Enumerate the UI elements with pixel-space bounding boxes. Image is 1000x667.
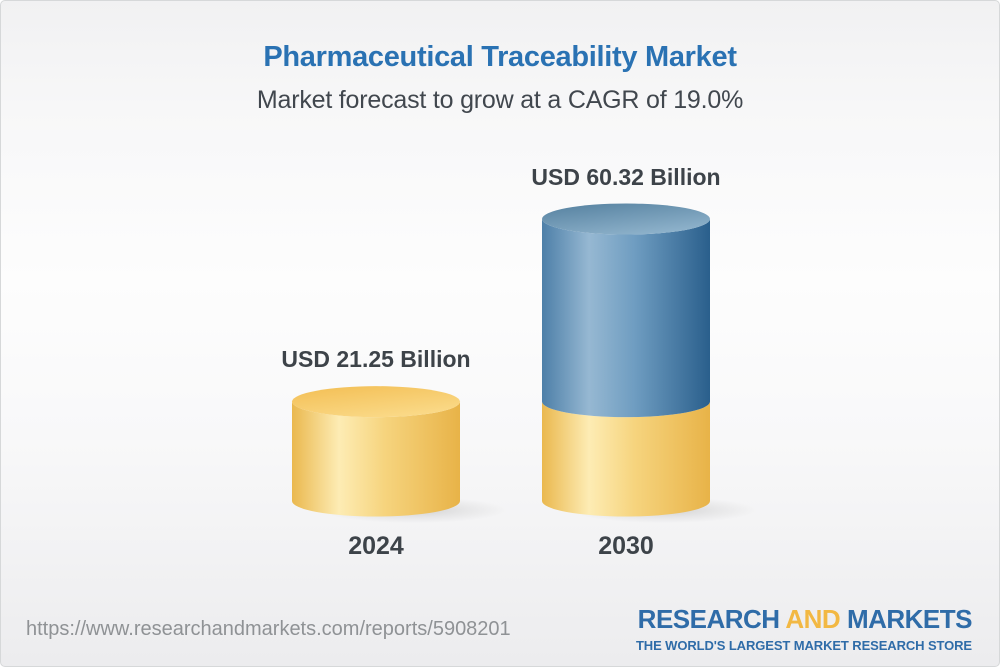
logo-word-and: AND: [785, 604, 841, 634]
cylinder-2030-top: [542, 203, 710, 235]
report-url[interactable]: https://www.researchandmarkets.com/repor…: [26, 618, 511, 640]
cylinder-2024-top: [292, 386, 460, 418]
category-label-2024: 2024: [348, 532, 404, 560]
value-label-2024: USD 21.25 Billion: [281, 346, 471, 373]
logo-word-markets: MARKETS: [846, 604, 973, 634]
logo-tagline: THE WORLD'S LARGEST MARKET RESEARCH STOR…: [635, 638, 972, 653]
page-title: Pharmaceutical Traceability Market: [263, 41, 737, 73]
logo-wordmark: RESEARCH AND MARKETS: [636, 604, 973, 634]
logo-word-research: RESEARCH: [637, 604, 780, 634]
cylinder-2030-growth-segment: [542, 219, 710, 418]
value-label-2030: USD 60.32 Billion: [531, 163, 721, 190]
researchandmarkets-logo: RESEARCH AND MARKETS THE WORLD'S LARGEST…: [635, 604, 973, 653]
cylinder-2030-base-segment: [542, 401, 710, 517]
category-label-2030: 2030: [598, 532, 654, 560]
page-subtitle: Market forecast to grow at a CAGR of 19.…: [256, 86, 744, 114]
cylinder-2024-body: [292, 401, 460, 517]
